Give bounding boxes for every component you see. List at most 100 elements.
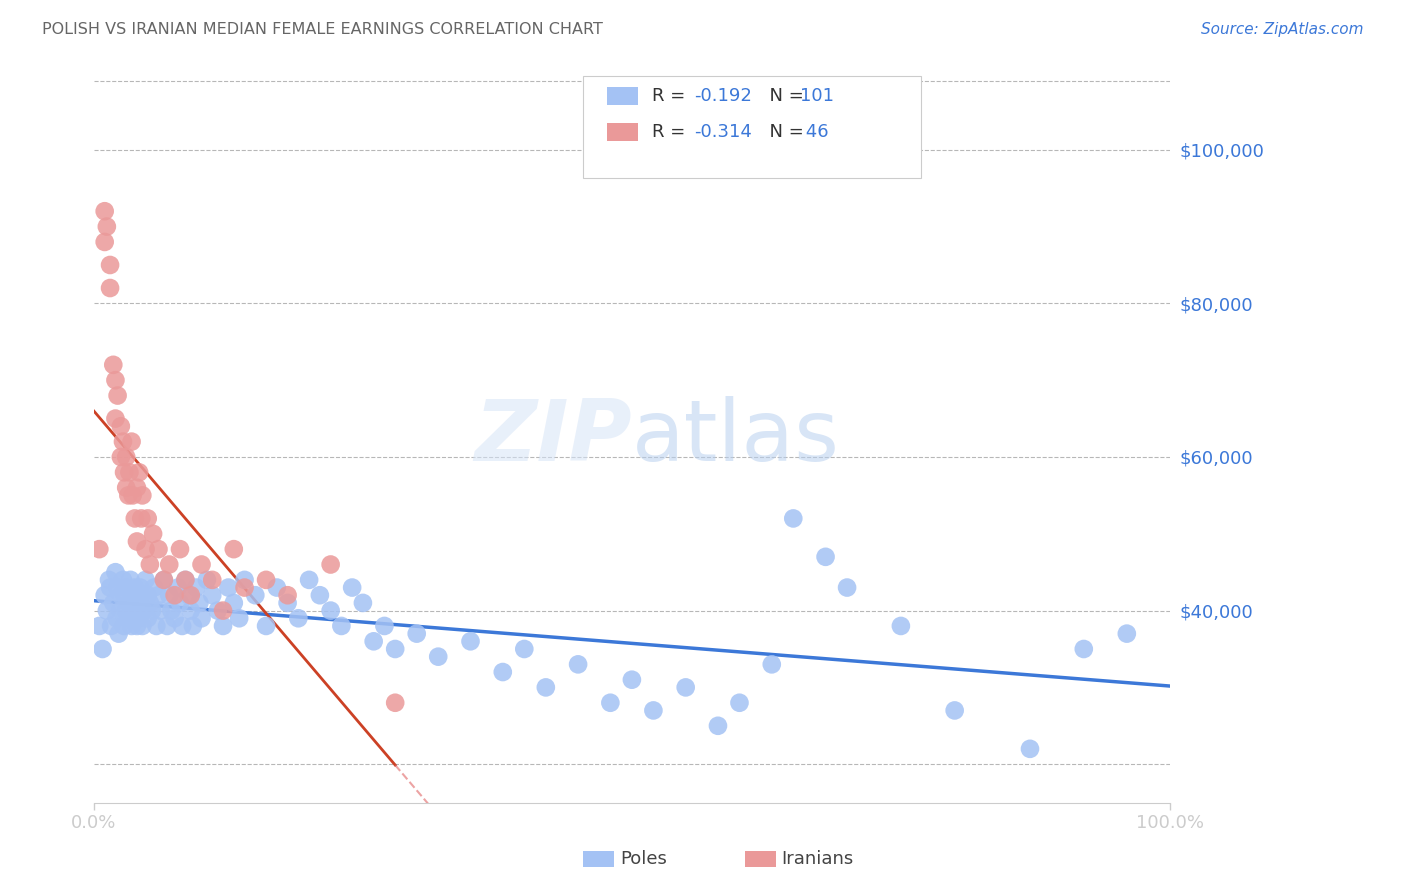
Point xyxy=(309,588,332,602)
Point xyxy=(121,434,143,449)
Point xyxy=(112,466,135,480)
Point xyxy=(131,619,153,633)
Text: -0.314: -0.314 xyxy=(695,123,752,141)
Text: Poles: Poles xyxy=(620,850,666,868)
Point xyxy=(174,573,197,587)
Point xyxy=(98,258,121,272)
Point xyxy=(814,549,837,564)
Text: POLISH VS IRANIAN MEDIAN FEMALE EARNINGS CORRELATION CHART: POLISH VS IRANIAN MEDIAN FEMALE EARNINGS… xyxy=(42,22,603,37)
Text: ZIP: ZIP xyxy=(474,396,631,479)
Point xyxy=(93,204,115,219)
Point xyxy=(103,358,125,372)
Text: Source: ZipAtlas.com: Source: ZipAtlas.com xyxy=(1201,22,1364,37)
Point xyxy=(115,450,138,464)
Point xyxy=(174,573,197,587)
Point xyxy=(111,573,134,587)
Point xyxy=(91,642,114,657)
Text: N =: N = xyxy=(758,87,810,105)
Point xyxy=(135,542,157,557)
Point xyxy=(153,573,176,587)
Point xyxy=(169,542,191,557)
Point xyxy=(298,573,321,587)
Point xyxy=(121,588,143,602)
Point xyxy=(163,588,186,602)
Point xyxy=(181,619,204,633)
Point xyxy=(460,634,482,648)
Point xyxy=(100,619,122,633)
Point xyxy=(180,588,202,602)
Point xyxy=(148,542,170,557)
Point xyxy=(141,604,163,618)
Point xyxy=(513,642,536,657)
Point xyxy=(835,581,858,595)
Point xyxy=(142,526,165,541)
Point xyxy=(157,588,180,602)
Point xyxy=(363,634,385,648)
Text: atlas: atlas xyxy=(631,396,839,479)
Point xyxy=(222,596,245,610)
Point xyxy=(254,619,277,633)
Point xyxy=(103,596,125,610)
Point xyxy=(190,611,212,625)
Point xyxy=(190,558,212,572)
Point xyxy=(160,604,183,618)
Point xyxy=(782,511,804,525)
Point xyxy=(136,611,159,625)
Point xyxy=(233,581,256,595)
Point xyxy=(405,626,427,640)
Point xyxy=(277,588,299,602)
Point xyxy=(340,581,363,595)
Point xyxy=(136,588,159,602)
Point xyxy=(93,235,115,249)
Point xyxy=(115,604,138,618)
Point xyxy=(145,619,167,633)
Point xyxy=(115,581,138,595)
Point xyxy=(124,581,146,595)
Point xyxy=(384,642,406,657)
Point xyxy=(277,596,299,610)
Point xyxy=(135,573,157,587)
Point xyxy=(120,573,142,587)
Point xyxy=(129,511,152,525)
Point xyxy=(96,219,118,234)
Point xyxy=(125,534,148,549)
Point xyxy=(129,581,152,595)
Point xyxy=(98,573,121,587)
Point xyxy=(427,649,450,664)
Point xyxy=(319,558,342,572)
Point xyxy=(110,450,132,464)
Point xyxy=(228,611,250,625)
Text: Iranians: Iranians xyxy=(782,850,853,868)
Text: R =: R = xyxy=(652,87,692,105)
Point xyxy=(121,488,143,502)
Text: N =: N = xyxy=(758,123,810,141)
Point xyxy=(1019,741,1042,756)
Point xyxy=(104,373,127,387)
Point xyxy=(98,281,121,295)
Point xyxy=(319,604,342,618)
Point xyxy=(207,604,229,618)
Point xyxy=(153,573,176,587)
Point xyxy=(121,619,143,633)
Point xyxy=(177,588,200,602)
Point xyxy=(124,511,146,525)
Point xyxy=(110,604,132,618)
Point xyxy=(287,611,309,625)
Point xyxy=(89,542,111,557)
Point xyxy=(89,619,111,633)
Point xyxy=(1073,642,1095,657)
Point xyxy=(139,558,162,572)
Point xyxy=(163,611,186,625)
Point xyxy=(373,619,395,633)
Point xyxy=(107,581,129,595)
Point xyxy=(143,581,166,595)
Point xyxy=(169,596,191,610)
Point xyxy=(128,466,150,480)
Point xyxy=(201,573,224,587)
Point xyxy=(131,488,153,502)
Point xyxy=(107,388,129,402)
Point xyxy=(117,611,139,625)
Point xyxy=(201,588,224,602)
Point xyxy=(166,581,188,595)
Point xyxy=(245,588,267,602)
